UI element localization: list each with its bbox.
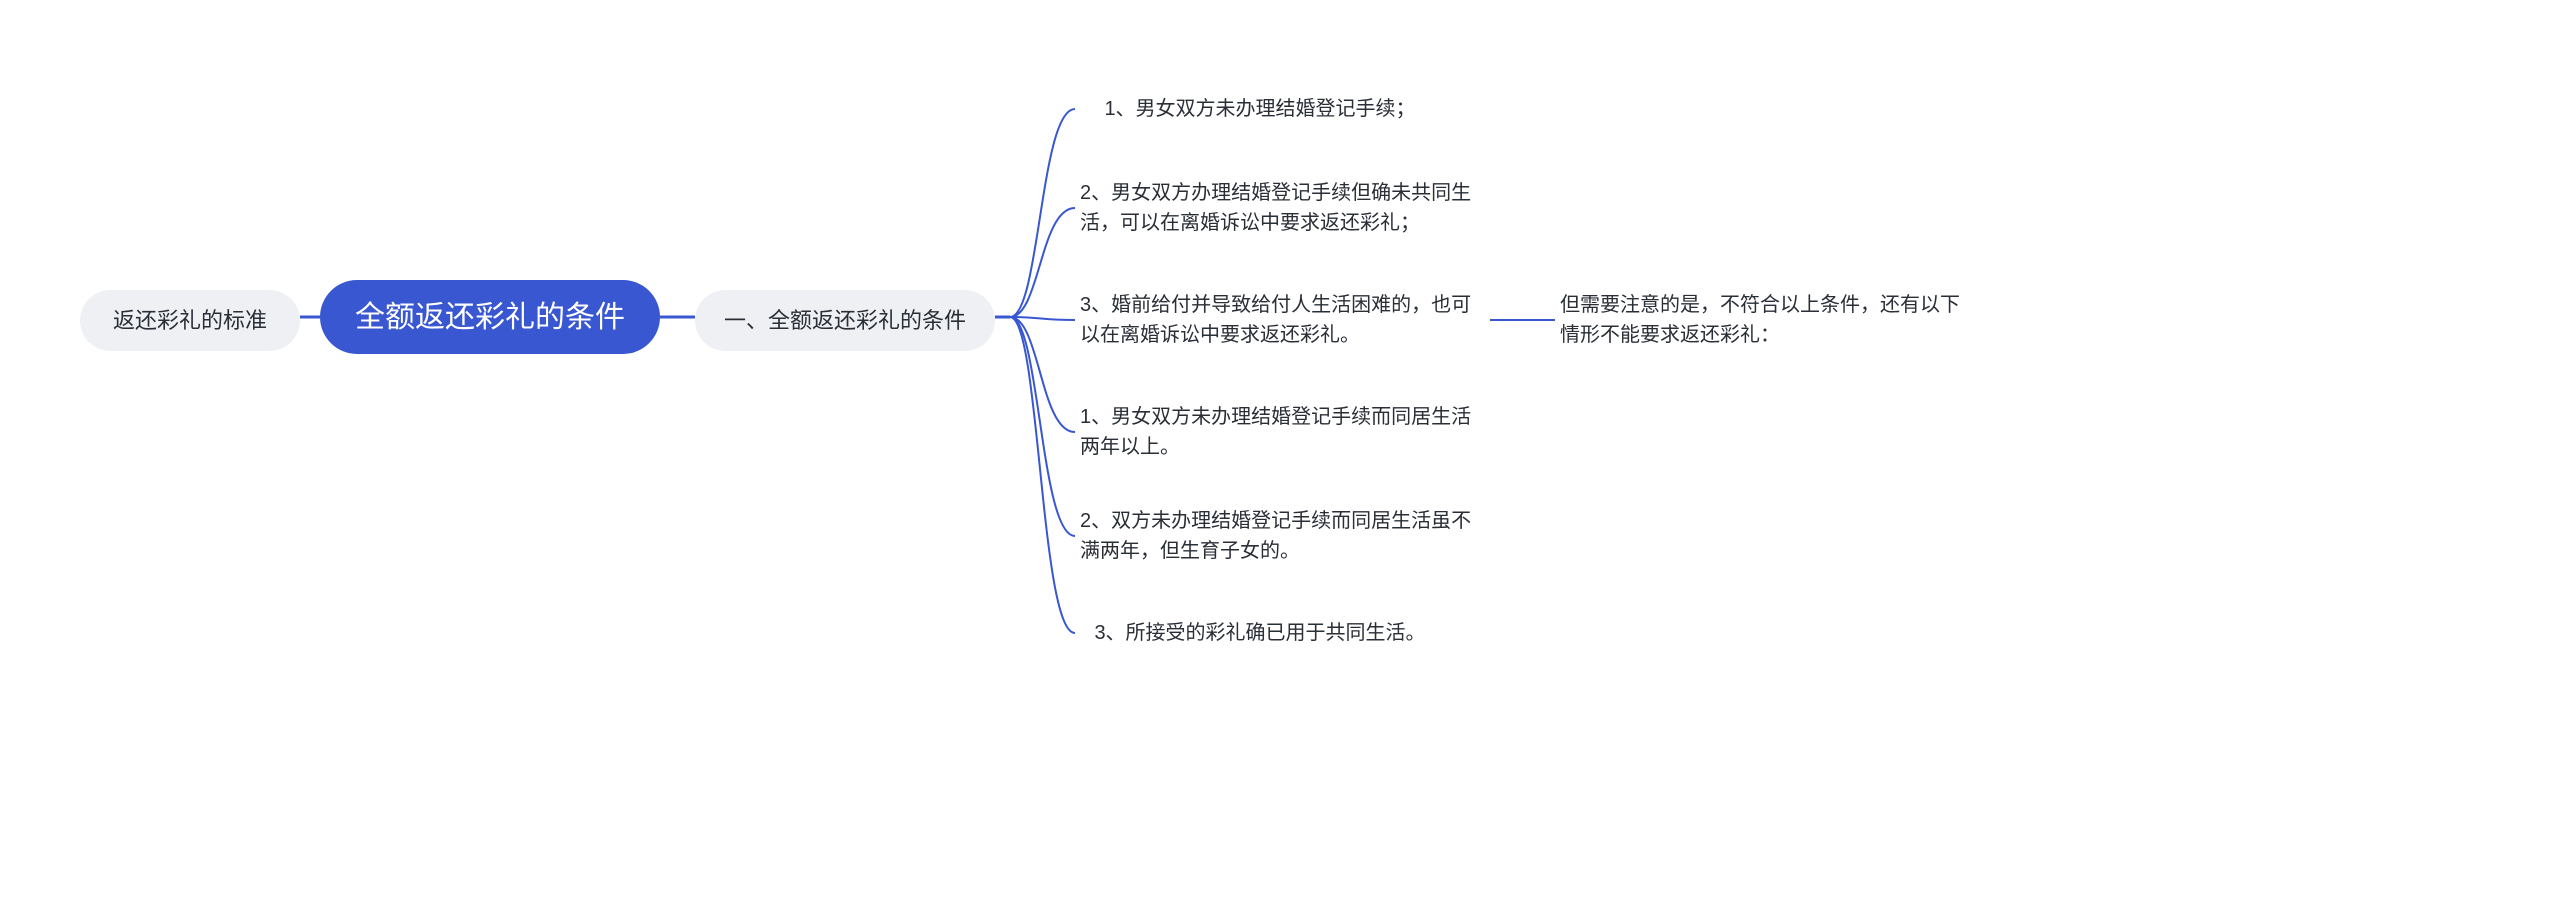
node-note[interactable]: 但需要注意的是，不符合以上条件，还有以下情形不能要求返还彩礼： — [1560, 290, 1960, 350]
node-exception-3[interactable]: 3、所接受的彩礼确已用于共同生活。 — [1080, 616, 1440, 650]
edge-branch-3 — [1010, 317, 1075, 320]
node-label: 3、婚前给付并导致给付人生活困难的，也可以在离婚诉讼中要求返还彩礼。 — [1080, 290, 1480, 350]
node-label: 返还彩礼的标准 — [113, 304, 267, 337]
mindmap-canvas: 返还彩礼的标准 全额返还彩礼的条件 一、全额返还彩礼的条件 1、男女双方未办理结… — [0, 0, 2560, 916]
node-label: 2、双方未办理结婚登记手续而同居生活虽不满两年，但生育子女的。 — [1080, 506, 1480, 566]
node-condition-2[interactable]: 2、男女双方办理结婚登记手续但确未共同生活，可以在离婚诉讼中要求返还彩礼； — [1080, 178, 1480, 238]
edge-branch-5 — [1010, 317, 1075, 536]
node-exception-1[interactable]: 1、男女双方未办理结婚登记手续而同居生活两年以上。 — [1080, 402, 1480, 462]
edge-branch-6 — [1010, 317, 1075, 633]
node-label: 1、男女双方未办理结婚登记手续； — [1104, 94, 1415, 124]
node-condition-1[interactable]: 1、男女双方未办理结婚登记手续； — [1080, 92, 1440, 126]
node-section[interactable]: 一、全额返还彩礼的条件 — [695, 290, 995, 351]
node-label: 3、所接受的彩礼确已用于共同生活。 — [1094, 618, 1425, 648]
node-condition-3[interactable]: 3、婚前给付并导致给付人生活困难的，也可以在离婚诉讼中要求返还彩礼。 — [1080, 290, 1480, 350]
node-exception-2[interactable]: 2、双方未办理结婚登记手续而同居生活虽不满两年，但生育子女的。 — [1080, 506, 1480, 566]
edge-branch-2 — [1010, 208, 1075, 317]
edge-branch-1 — [1010, 109, 1075, 317]
node-label: 全额返还彩礼的条件 — [355, 295, 625, 340]
node-label: 2、男女双方办理结婚登记手续但确未共同生活，可以在离婚诉讼中要求返还彩礼； — [1080, 178, 1480, 238]
node-root[interactable]: 全额返还彩礼的条件 — [320, 280, 660, 354]
edge-branch-4 — [1010, 317, 1075, 432]
node-label: 但需要注意的是，不符合以上条件，还有以下情形不能要求返还彩礼： — [1560, 290, 1960, 350]
node-left-standard[interactable]: 返还彩礼的标准 — [80, 290, 300, 351]
node-label: 一、全额返还彩礼的条件 — [724, 304, 966, 337]
node-label: 1、男女双方未办理结婚登记手续而同居生活两年以上。 — [1080, 402, 1480, 462]
